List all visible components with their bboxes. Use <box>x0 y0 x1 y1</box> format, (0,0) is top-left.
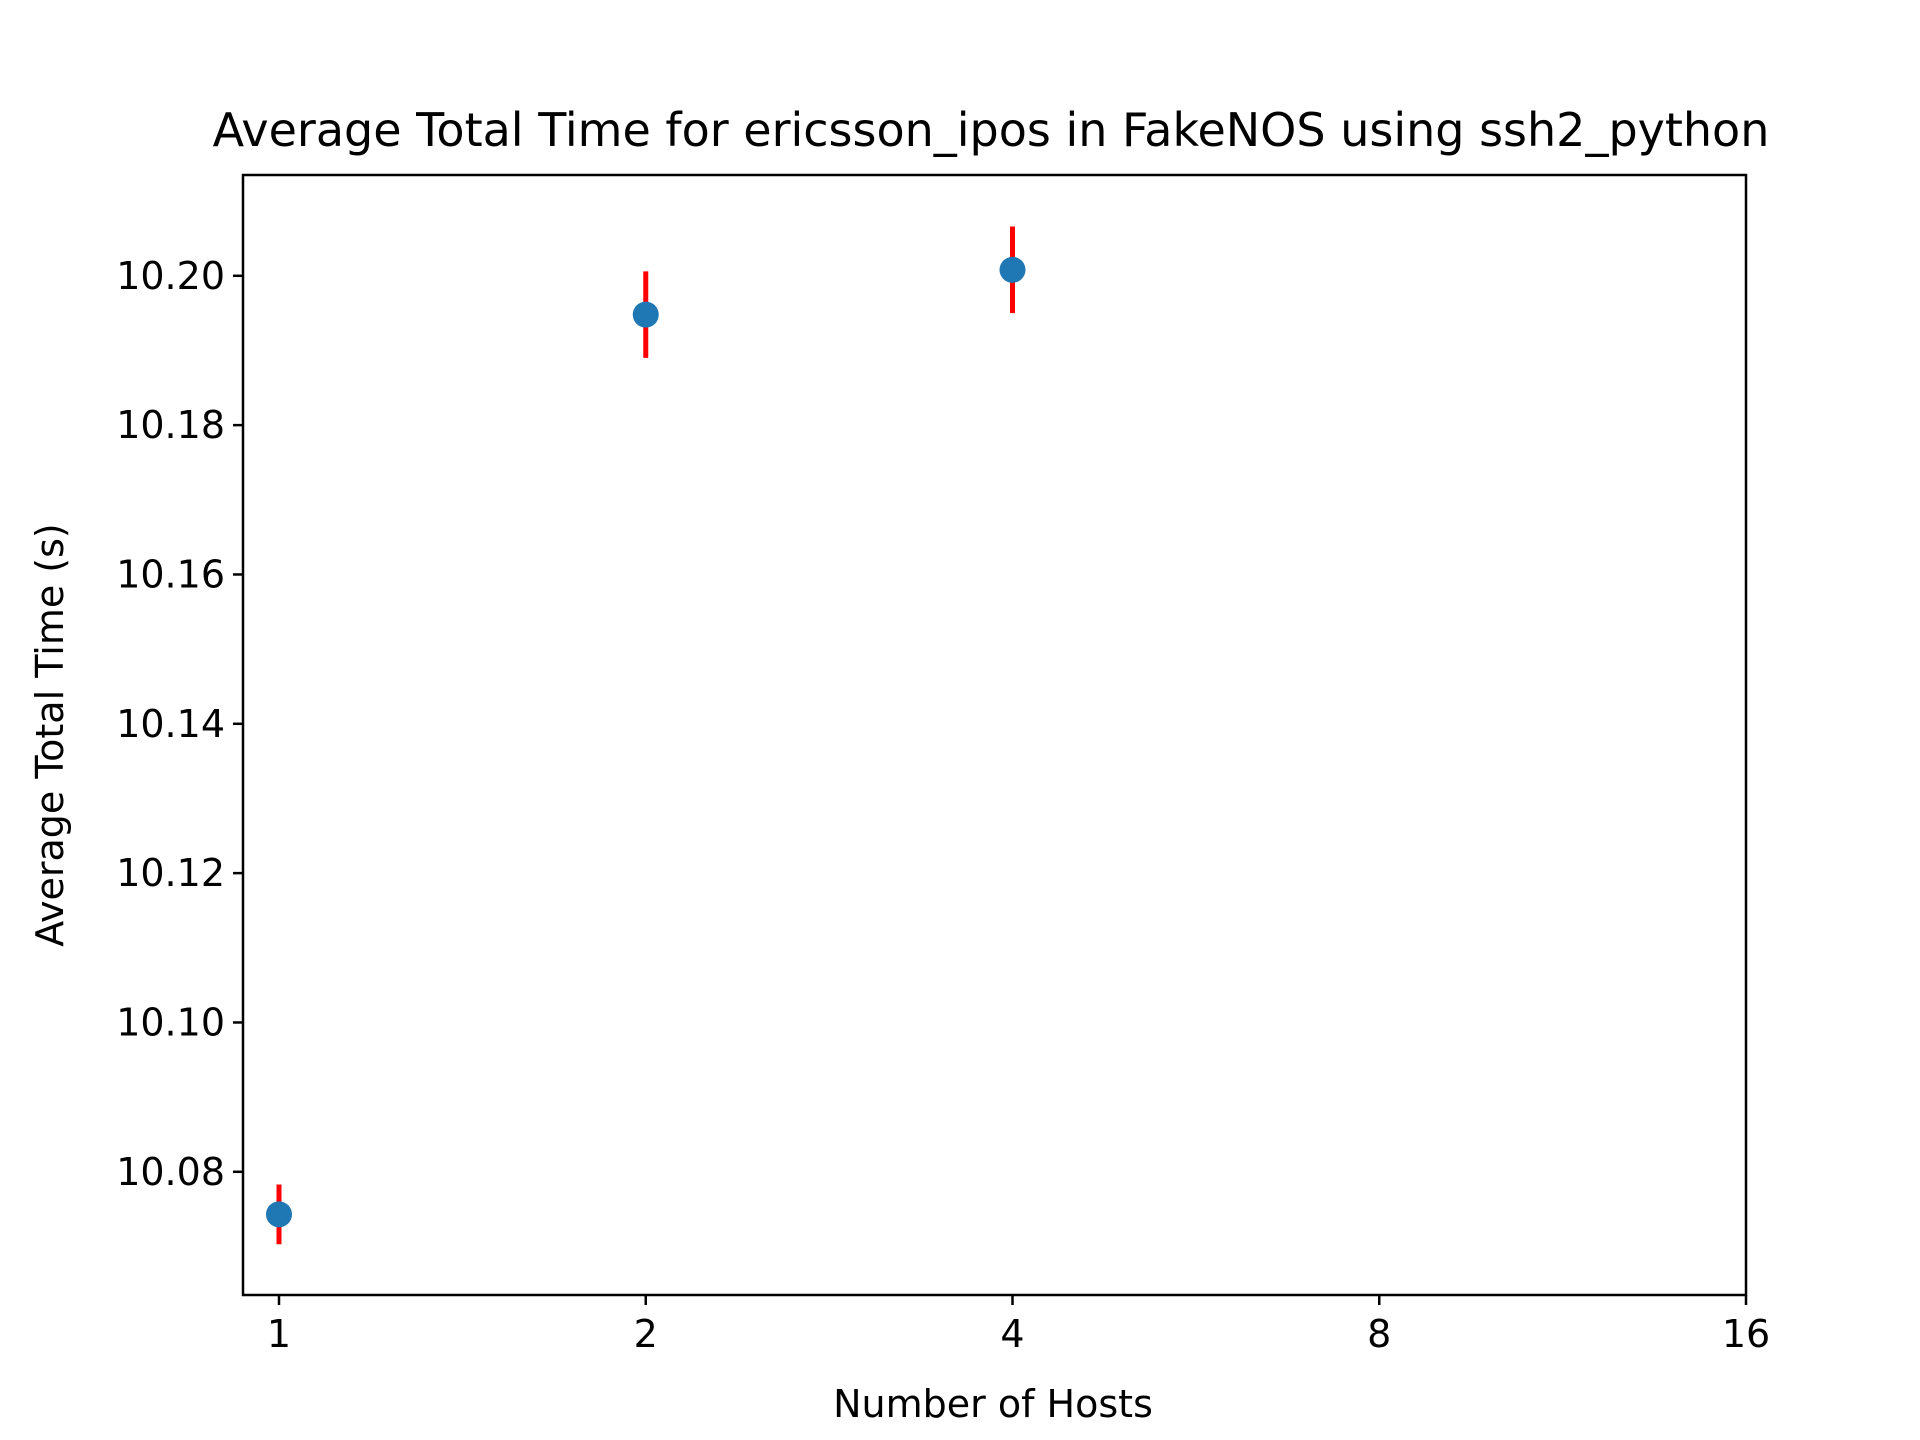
y-tick-label: 10.16 <box>116 552 225 596</box>
y-tick-label: 10.14 <box>116 702 225 746</box>
x-tick-label: 4 <box>1000 1312 1024 1356</box>
y-tick-label: 10.20 <box>116 254 225 298</box>
y-tick-label: 10.12 <box>116 851 225 895</box>
x-tick-label: 16 <box>1722 1312 1770 1356</box>
data-point <box>999 256 1026 283</box>
chart-title: Average Total Time for ericsson_ipos in … <box>213 103 1770 157</box>
y-tick-label: 10.08 <box>116 1150 225 1194</box>
plot-area <box>241 173 1748 1297</box>
data-point <box>266 1201 292 1228</box>
y-axis: 10.08 10.10 10.12 10.14 10.16 10.18 10.20 <box>116 254 243 1194</box>
y-tick-label: 10.10 <box>116 1000 225 1044</box>
x-tick-label: 1 <box>267 1312 291 1356</box>
x-axis: 1 2 4 8 16 <box>267 1295 1770 1356</box>
y-axis-label: Average Total Time (s) <box>28 523 72 946</box>
y-tick-label: 10.18 <box>116 403 225 447</box>
data-series <box>266 226 1026 1245</box>
x-axis-label: Number of Hosts <box>833 1382 1153 1426</box>
x-tick-label: 8 <box>1367 1312 1391 1356</box>
data-point <box>632 301 659 328</box>
x-tick-label: 2 <box>634 1312 658 1356</box>
